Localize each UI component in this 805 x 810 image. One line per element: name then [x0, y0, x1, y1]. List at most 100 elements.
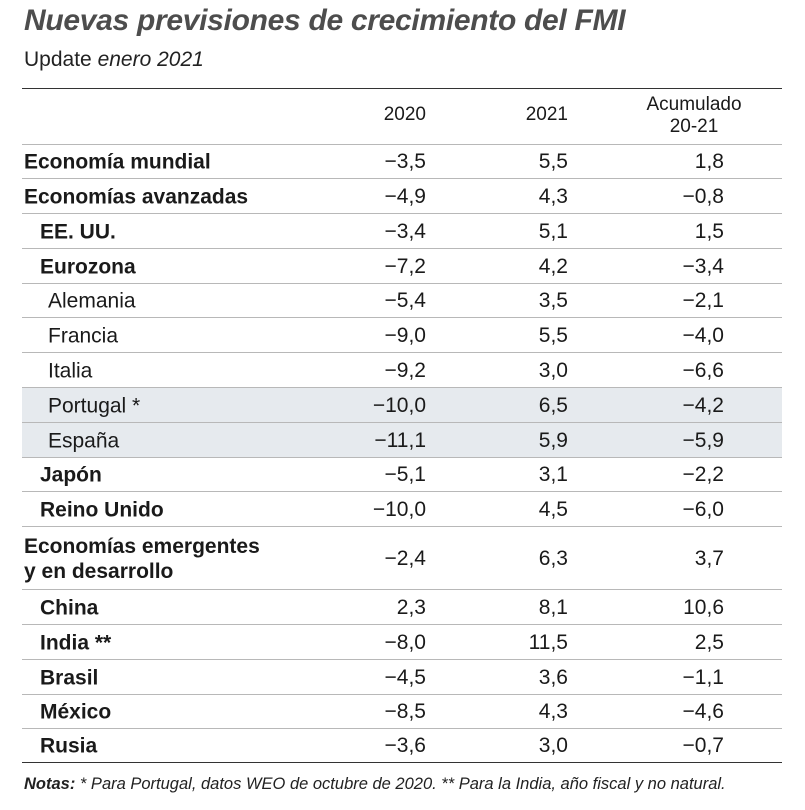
value-2020: −8,0 — [384, 630, 426, 654]
value-2020: −3,5 — [384, 150, 426, 173]
table-row-mexico: México −8,5 4,3 −4,6 — [22, 694, 782, 729]
subtitle-prefix: Update — [24, 48, 92, 71]
value-2021: 3,0 — [538, 734, 568, 757]
value-acumulado: −5,9 — [682, 428, 724, 452]
row-label: Brasil — [40, 666, 99, 689]
row-label-line1: Economías emergentes — [24, 534, 260, 558]
row-label: EE. UU. — [40, 220, 116, 243]
value-acumulado: −6,6 — [682, 358, 724, 382]
notes-text: * Para Portugal, datos WEO de octubre de… — [75, 775, 726, 793]
row-label: Japón — [40, 463, 102, 487]
notes-label: Notas: — [24, 775, 76, 793]
table-row-rusia: Rusia −3,6 3,0 −0,7 — [22, 728, 782, 763]
value-2020: −9,0 — [384, 323, 426, 347]
bottom-rule — [22, 762, 782, 763]
table-row-economias-emergentes: Economías emergentes y en desarrollo −2,… — [22, 526, 782, 590]
value-2020: −7,2 — [384, 254, 426, 278]
value-acumulado: −0,7 — [682, 734, 724, 757]
row-label: Economías avanzadas — [24, 185, 249, 208]
value-2020: −3,4 — [384, 219, 426, 243]
value-2020: −11,1 — [374, 428, 426, 452]
value-2021: 5,1 — [538, 219, 568, 243]
column-header-2020: 2020 — [383, 104, 426, 125]
value-acumulado: −3,4 — [682, 254, 724, 278]
value-2020: −10,0 — [372, 497, 426, 521]
value-2021: 3,1 — [538, 463, 568, 486]
value-2021: 4,5 — [538, 497, 568, 521]
table-row-economia-mundial: Economía mundial −3,5 5,5 1,8 — [22, 144, 782, 179]
row-label-line2: y en desarrollo — [24, 559, 174, 583]
row-label: Eurozona — [40, 255, 136, 278]
value-acumulado: 3,7 — [694, 546, 724, 570]
value-2020: −9,2 — [384, 358, 426, 382]
value-2020: −3,6 — [384, 734, 426, 757]
value-acumulado: 2,5 — [694, 630, 724, 654]
table-row-reino-unido: Reino Unido −10,0 4,5 −6,0 — [22, 491, 782, 527]
value-2021: 4,3 — [538, 700, 568, 723]
top-rule — [22, 88, 782, 89]
value-2020: −4,9 — [384, 184, 426, 208]
value-2021: 6,5 — [538, 393, 568, 417]
table-row-economias-avanzadas: Economías avanzadas −4,9 4,3 −0,8 — [22, 178, 782, 214]
row-label: India ** — [40, 631, 112, 654]
value-2020: −8,5 — [384, 700, 426, 723]
subtitle-date: enero 2021 — [97, 48, 204, 71]
value-acumulado: 1,8 — [694, 150, 724, 173]
table-row-china: China 2,3 8,1 10,6 — [22, 589, 782, 625]
table-row-india: India ** −8,0 11,5 2,5 — [22, 624, 782, 660]
value-acumulado: −6,0 — [682, 497, 724, 521]
table-row-alemania: Alemania −5,4 3,5 −2,1 — [22, 283, 782, 318]
value-acumulado: −4,2 — [682, 393, 724, 417]
value-2021: 5,5 — [538, 150, 568, 173]
footnotes: Notas: * Para Portugal, datos WEO de oct… — [24, 775, 726, 794]
table-row-brasil: Brasil −4,5 3,6 −1,1 — [22, 659, 782, 695]
row-label: China — [40, 596, 99, 619]
row-label: Reino Unido — [40, 498, 164, 521]
value-2020: −5,4 — [384, 289, 426, 312]
row-label: España — [48, 429, 120, 452]
table-row-francia: Francia −9,0 5,5 −4,0 — [22, 317, 782, 353]
row-label: México — [40, 700, 112, 724]
table-row-italia: Italia −9,2 3,0 −6,6 — [22, 352, 782, 388]
value-2021: 4,3 — [538, 184, 568, 208]
column-header-2021: 2021 — [525, 104, 568, 125]
value-2020: −5,1 — [384, 463, 426, 486]
value-acumulado: −1,1 — [682, 665, 724, 689]
table-header: 2020 2021 Acumulado 20-21 — [22, 92, 782, 142]
value-2020: 2,3 — [396, 595, 426, 619]
value-acumulado: −0,8 — [682, 184, 724, 208]
value-2020: −2,4 — [384, 546, 426, 570]
table-row-japon: Japón −5,1 3,1 −2,2 — [22, 457, 782, 492]
page-title: Nuevas previsiones de crecimiento del FM… — [24, 4, 626, 37]
row-label: Francia — [48, 324, 119, 347]
row-label: Economías emergentes y en desarrollo — [24, 534, 260, 584]
column-header-acumulado-line2: 20-21 — [669, 116, 719, 137]
value-2021: 3,0 — [538, 358, 568, 382]
value-2020: −10,0 — [372, 393, 426, 417]
row-label: Economía mundial — [24, 150, 211, 174]
subtitle: Update enero 2021 — [24, 48, 204, 72]
value-2021: 5,9 — [538, 428, 568, 452]
value-2020: −4,5 — [384, 665, 426, 689]
table-row-eurozona: Eurozona −7,2 4,2 −3,4 — [22, 248, 782, 284]
row-label: Portugal * — [48, 394, 141, 417]
column-header-acumulado-line1: Acumulado — [646, 94, 742, 115]
table-row-ee-uu: EE. UU. −3,4 5,1 1,5 — [22, 213, 782, 249]
row-label: Alemania — [48, 289, 136, 313]
value-acumulado: −4,0 — [682, 323, 724, 347]
value-acumulado: 10,6 — [683, 595, 724, 619]
table-row-portugal: Portugal * −10,0 6,5 −4,2 — [22, 387, 782, 423]
value-2021: 6,3 — [538, 546, 568, 570]
value-2021: 3,5 — [538, 289, 568, 312]
value-acumulado: −2,1 — [682, 289, 724, 312]
value-2021: 4,2 — [538, 254, 568, 278]
row-label: Italia — [48, 359, 93, 382]
value-acumulado: 1,5 — [694, 219, 724, 243]
value-acumulado: −4,6 — [682, 700, 724, 723]
column-header-acumulado: Acumulado 20-21 — [634, 94, 754, 138]
table-row-espana: España −11,1 5,9 −5,9 — [22, 422, 782, 458]
value-2021: 3,6 — [538, 665, 568, 689]
row-label: Rusia — [40, 734, 98, 758]
value-acumulado: −2,2 — [682, 463, 724, 486]
value-2021: 11,5 — [528, 630, 568, 654]
